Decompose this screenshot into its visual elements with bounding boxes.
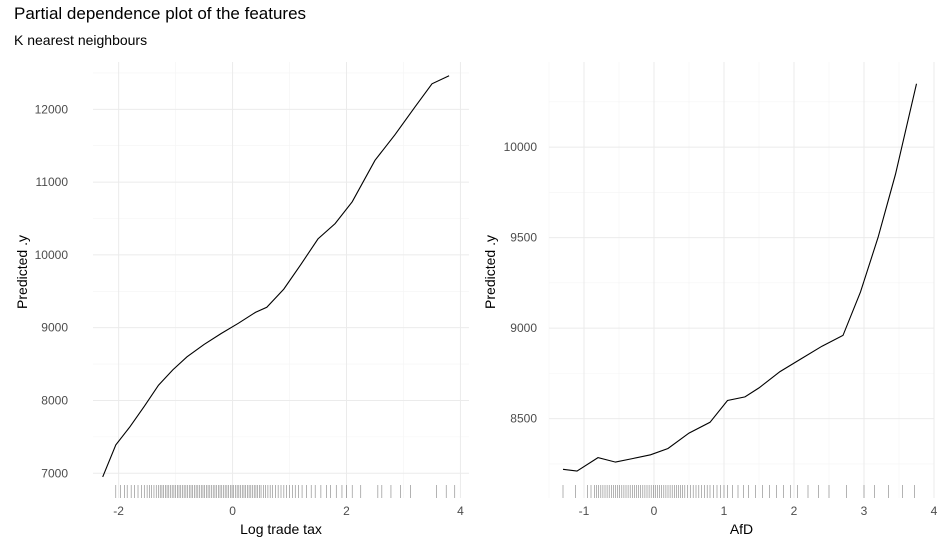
- y-axis-title: Predicted .y: [482, 235, 498, 309]
- x-axis-title: Log trade tax: [240, 521, 322, 537]
- x-tick-label: 2: [791, 504, 798, 518]
- x-tick-label: 0: [651, 504, 658, 518]
- y-tick-label: 11000: [36, 175, 69, 189]
- x-tick-label: 0: [229, 504, 236, 518]
- x-tick-label: 1: [721, 504, 728, 518]
- y-tick-label: 8000: [41, 393, 68, 407]
- y-tick-label: 10000: [504, 140, 538, 154]
- x-tick-label: -1: [579, 504, 590, 518]
- y-tick-label: 7000: [41, 466, 68, 480]
- y-tick-label: 9000: [41, 321, 68, 335]
- x-tick-label: 4: [457, 504, 464, 518]
- y-tick-label: 12000: [35, 102, 69, 116]
- x-tick-label: -2: [113, 504, 124, 518]
- y-tick-label: 9000: [510, 321, 537, 335]
- y-tick-label: 8500: [510, 412, 537, 426]
- x-tick-label: 2: [343, 504, 350, 518]
- series-line: [102, 75, 450, 478]
- x-axis-title: AfD: [730, 521, 753, 537]
- chart-subtitle: K nearest neighbours: [14, 32, 148, 48]
- x-tick-label: 4: [931, 504, 938, 518]
- y-tick-label: 9500: [510, 231, 537, 245]
- y-axis-title: Predicted .y: [14, 235, 30, 309]
- chart-title: Partial dependence plot of the features: [14, 4, 307, 23]
- x-tick-label: 3: [861, 504, 868, 518]
- y-tick-label: 10000: [35, 248, 69, 262]
- series-line: [562, 83, 918, 472]
